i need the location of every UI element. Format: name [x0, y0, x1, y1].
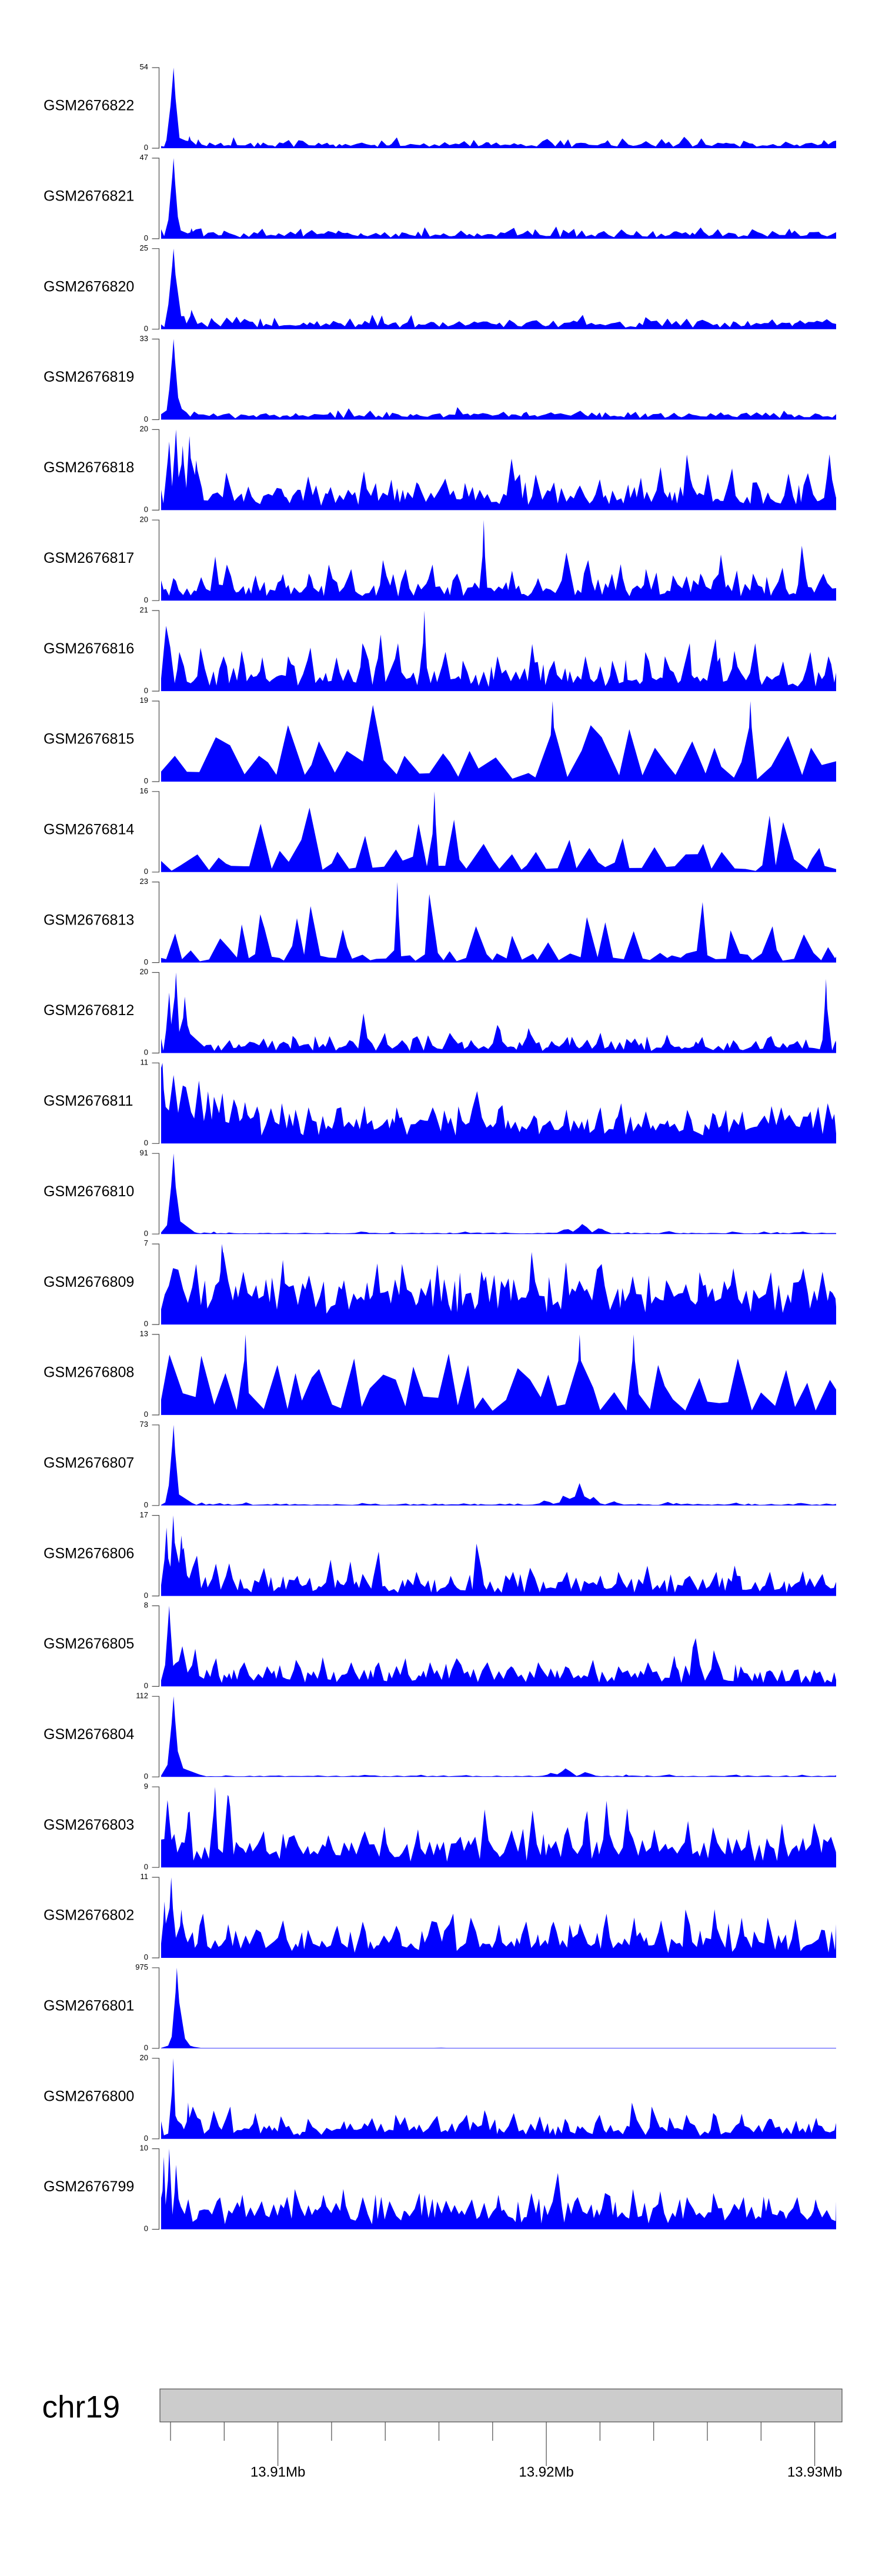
svg-text:0: 0	[144, 1591, 148, 1600]
svg-text:13.93Mb: 13.93Mb	[787, 2464, 842, 2480]
svg-text:7: 7	[144, 1239, 148, 1247]
svg-text:GSM2676799: GSM2676799	[44, 2178, 134, 2195]
svg-text:GSM2676802: GSM2676802	[44, 1907, 134, 1924]
svg-text:0: 0	[144, 505, 148, 514]
svg-text:GSM2676822: GSM2676822	[44, 98, 134, 114]
svg-text:GSM2676810: GSM2676810	[44, 1183, 134, 1200]
svg-text:33: 33	[140, 334, 148, 343]
svg-text:GSM2676815: GSM2676815	[44, 731, 134, 748]
svg-text:13.92Mb: 13.92Mb	[519, 2464, 573, 2480]
svg-text:GSM2676820: GSM2676820	[44, 278, 134, 295]
svg-text:0: 0	[144, 867, 148, 876]
svg-text:0: 0	[144, 143, 148, 152]
svg-text:47: 47	[140, 153, 148, 162]
svg-text:GSM2676808: GSM2676808	[44, 1364, 134, 1381]
svg-text:GSM2676817: GSM2676817	[44, 550, 134, 566]
svg-text:GSM2676806: GSM2676806	[44, 1545, 134, 1561]
svg-text:0: 0	[144, 776, 148, 785]
svg-text:20: 20	[140, 425, 148, 433]
svg-text:0: 0	[144, 1139, 148, 1147]
svg-text:GSM2676821: GSM2676821	[44, 188, 134, 205]
svg-text:0: 0	[144, 1862, 148, 1871]
svg-text:GSM2676803: GSM2676803	[44, 1817, 134, 1833]
svg-text:13: 13	[140, 1329, 148, 1338]
svg-text:0: 0	[144, 957, 148, 966]
svg-text:chr19: chr19	[42, 2390, 121, 2425]
svg-text:73: 73	[140, 1420, 148, 1429]
svg-text:13.91Mb: 13.91Mb	[250, 2464, 305, 2480]
svg-text:0: 0	[144, 1229, 148, 1237]
svg-text:16: 16	[140, 786, 148, 795]
svg-text:17: 17	[140, 1510, 148, 1519]
svg-text:GSM2676804: GSM2676804	[44, 1726, 134, 1743]
svg-text:GSM2676814: GSM2676814	[44, 822, 134, 838]
svg-text:GSM2676801: GSM2676801	[44, 1998, 134, 2014]
svg-text:25: 25	[140, 243, 148, 252]
svg-text:GSM2676816: GSM2676816	[44, 640, 134, 657]
svg-text:0: 0	[144, 1410, 148, 1419]
svg-text:54: 54	[140, 62, 148, 71]
svg-text:0: 0	[144, 2224, 148, 2233]
svg-text:0: 0	[144, 233, 148, 242]
svg-text:0: 0	[144, 1953, 148, 1961]
svg-text:0: 0	[144, 415, 148, 423]
svg-text:21: 21	[140, 605, 148, 614]
svg-text:GSM2676807: GSM2676807	[44, 1454, 134, 1471]
svg-text:11: 11	[141, 1058, 149, 1067]
svg-text:0: 0	[144, 596, 148, 605]
svg-text:23: 23	[140, 877, 148, 886]
svg-text:GSM2676813: GSM2676813	[44, 912, 134, 928]
svg-text:11: 11	[141, 1872, 149, 1881]
svg-text:0: 0	[144, 2043, 148, 2052]
svg-text:0: 0	[144, 1772, 148, 1781]
svg-text:19: 19	[140, 696, 148, 705]
svg-text:20: 20	[140, 2053, 148, 2062]
svg-text:10: 10	[140, 2144, 148, 2153]
svg-text:0: 0	[144, 1681, 148, 1690]
svg-text:8: 8	[144, 1601, 148, 1610]
svg-text:112: 112	[136, 1691, 148, 1700]
svg-text:0: 0	[144, 1500, 148, 1509]
svg-text:20: 20	[140, 515, 148, 524]
svg-text:975: 975	[135, 1963, 148, 1971]
svg-text:0: 0	[144, 324, 148, 333]
svg-text:91: 91	[140, 1148, 148, 1157]
svg-text:20: 20	[140, 967, 148, 976]
svg-text:0: 0	[144, 1048, 148, 1057]
svg-text:0: 0	[144, 1319, 148, 1328]
svg-text:GSM2676819: GSM2676819	[44, 369, 134, 385]
svg-text:GSM2676805: GSM2676805	[44, 1636, 134, 1652]
svg-text:GSM2676818: GSM2676818	[44, 459, 134, 476]
svg-text:GSM2676811: GSM2676811	[44, 1093, 133, 1109]
svg-text:GSM2676800: GSM2676800	[44, 2088, 134, 2104]
svg-text:9: 9	[144, 1781, 148, 1790]
svg-text:0: 0	[144, 2134, 148, 2143]
svg-text:GSM2676812: GSM2676812	[44, 1002, 134, 1019]
svg-text:0: 0	[144, 686, 148, 695]
svg-text:GSM2676809: GSM2676809	[44, 1274, 134, 1290]
